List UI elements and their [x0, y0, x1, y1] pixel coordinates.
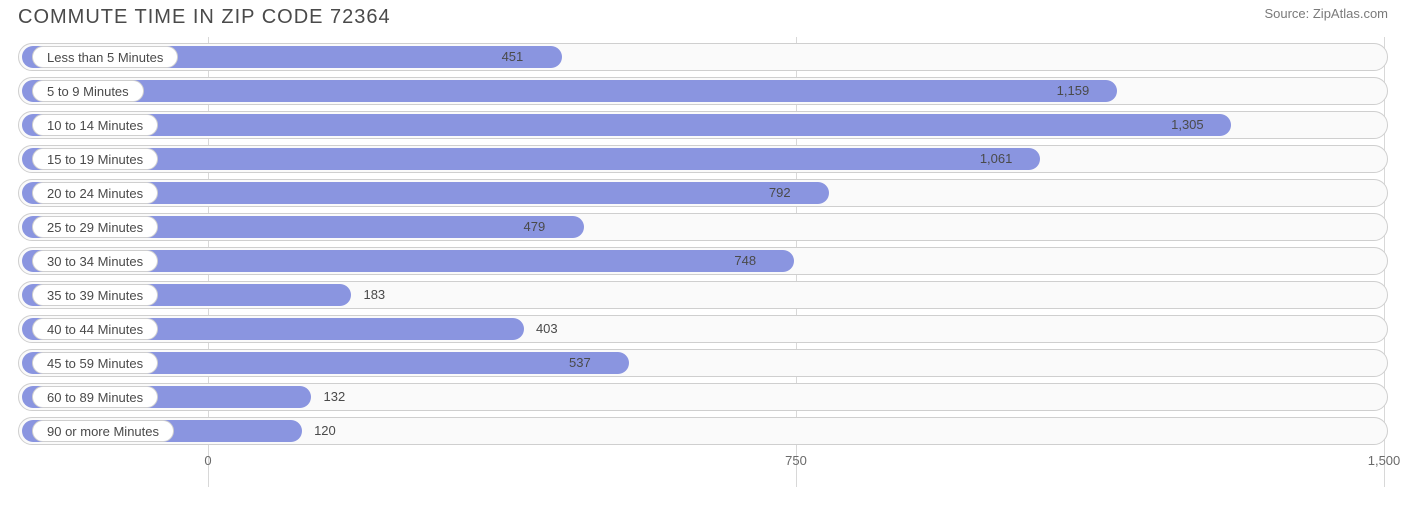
category-pill: 25 to 29 Minutes	[32, 216, 158, 238]
category-pill: 90 or more Minutes	[32, 420, 174, 442]
bar-rows: Less than 5 Minutes 451 5 to 9 Minutes 1,15…	[18, 43, 1388, 445]
value-label: 132	[323, 383, 345, 411]
value-label: 120	[314, 417, 336, 445]
bar-row: 5 to 9 Minutes 1,159	[18, 77, 1388, 105]
bar-row: 15 to 19 Minutes 1,061	[18, 145, 1388, 173]
chart-area: Less than 5 Minutes 451 5 to 9 Minutes 1,15…	[0, 37, 1406, 445]
value-label: 748	[734, 247, 756, 275]
bar-row: 40 to 44 Minutes 403	[18, 315, 1388, 343]
bar-fill	[22, 148, 1040, 170]
bar-row: 45 to 59 Minutes 537	[18, 349, 1388, 377]
chart-source: Source: ZipAtlas.com	[1264, 6, 1388, 21]
bar-row: 20 to 24 Minutes 792	[18, 179, 1388, 207]
chart-title: COMMUTE TIME IN ZIP CODE 72364	[18, 6, 391, 29]
value-label: 1,159	[1057, 77, 1090, 105]
category-pill: 20 to 24 Minutes	[32, 182, 158, 204]
bar-row: 35 to 39 Minutes 183	[18, 281, 1388, 309]
category-pill: 10 to 14 Minutes	[32, 114, 158, 136]
bar-row: 90 or more Minutes 120	[18, 417, 1388, 445]
x-axis-tick-label: 1,500	[1368, 453, 1401, 468]
category-pill: 5 to 9 Minutes	[32, 80, 144, 102]
category-pill: Less than 5 Minutes	[32, 46, 178, 68]
bar-row: 60 to 89 Minutes 132	[18, 383, 1388, 411]
x-axis-tick-label: 0	[204, 453, 211, 468]
value-label: 183	[363, 281, 385, 309]
value-label: 403	[536, 315, 558, 343]
category-pill: 35 to 39 Minutes	[32, 284, 158, 306]
value-label: 451	[502, 43, 524, 71]
bar-fill	[22, 114, 1231, 136]
bar-row: Less than 5 Minutes 451	[18, 43, 1388, 71]
chart-header: COMMUTE TIME IN ZIP CODE 72364 Source: Z…	[0, 0, 1406, 37]
category-pill: 60 to 89 Minutes	[32, 386, 158, 408]
value-label: 479	[524, 213, 546, 241]
value-label: 1,305	[1171, 111, 1204, 139]
bar-row: 25 to 29 Minutes 479	[18, 213, 1388, 241]
x-axis-tick-label: 750	[785, 453, 807, 468]
category-pill: 45 to 59 Minutes	[32, 352, 158, 374]
x-axis: 07501,500	[18, 451, 1388, 475]
value-label: 792	[769, 179, 791, 207]
bar-row: 30 to 34 Minutes 748	[18, 247, 1388, 275]
category-pill: 40 to 44 Minutes	[32, 318, 158, 340]
bar-fill	[22, 80, 1117, 102]
value-label: 1,061	[980, 145, 1013, 173]
category-pill: 15 to 19 Minutes	[32, 148, 158, 170]
value-label: 537	[569, 349, 591, 377]
bar-row: 10 to 14 Minutes 1,305	[18, 111, 1388, 139]
category-pill: 30 to 34 Minutes	[32, 250, 158, 272]
